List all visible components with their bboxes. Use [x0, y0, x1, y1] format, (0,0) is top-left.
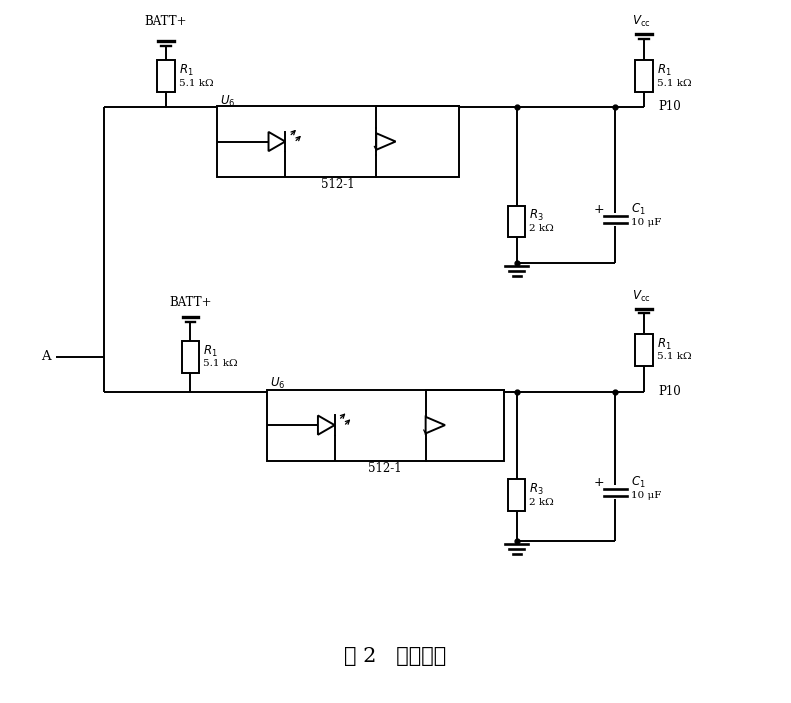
Text: $R_1$: $R_1$ — [179, 63, 193, 78]
Text: +: + — [593, 203, 604, 217]
Text: 5.1 kΩ: 5.1 kΩ — [657, 352, 691, 361]
Polygon shape — [426, 417, 445, 434]
Text: 5.1 kΩ: 5.1 kΩ — [657, 79, 691, 88]
Text: 2 kΩ: 2 kΩ — [529, 498, 554, 507]
Text: 2 kΩ: 2 kΩ — [529, 224, 554, 233]
Text: BATT+: BATT+ — [169, 296, 212, 309]
Bar — [508, 206, 525, 238]
Text: $V_{\mathrm{cc}}$: $V_{\mathrm{cc}}$ — [632, 289, 650, 304]
Text: 5.1 kΩ: 5.1 kΩ — [203, 359, 238, 368]
Text: $C_1$: $C_1$ — [631, 202, 646, 217]
Bar — [218, 106, 460, 177]
Text: 512-1: 512-1 — [321, 179, 355, 191]
Polygon shape — [268, 132, 286, 151]
Text: $R_1$: $R_1$ — [657, 63, 672, 78]
Text: 10 μF: 10 μF — [631, 491, 661, 500]
Polygon shape — [318, 415, 335, 434]
Bar — [267, 389, 504, 460]
Text: $V_{\mathrm{cc}}$: $V_{\mathrm{cc}}$ — [632, 13, 650, 29]
Text: A: A — [41, 350, 51, 363]
Text: $R_3$: $R_3$ — [529, 208, 544, 223]
Text: $U_6$: $U_6$ — [220, 93, 236, 108]
Text: $R_1$: $R_1$ — [657, 337, 672, 352]
Polygon shape — [377, 134, 396, 150]
Text: 10 μF: 10 μF — [631, 218, 661, 227]
Text: $C_1$: $C_1$ — [631, 475, 646, 490]
Text: BATT+: BATT+ — [145, 15, 187, 28]
Text: $U_6$: $U_6$ — [270, 376, 285, 391]
Bar — [635, 60, 653, 92]
Text: +: + — [593, 476, 604, 489]
Text: P10: P10 — [658, 385, 680, 398]
Text: 图 2   相序检测: 图 2 相序检测 — [344, 647, 446, 666]
Text: $R_3$: $R_3$ — [529, 482, 544, 497]
Bar — [157, 60, 175, 92]
Text: P10: P10 — [658, 101, 680, 113]
Bar — [635, 334, 653, 366]
Text: 512-1: 512-1 — [369, 462, 402, 475]
Text: $R_1$: $R_1$ — [203, 344, 218, 359]
Bar — [182, 341, 199, 373]
Bar — [508, 479, 525, 511]
Text: 5.1 kΩ: 5.1 kΩ — [179, 79, 214, 88]
